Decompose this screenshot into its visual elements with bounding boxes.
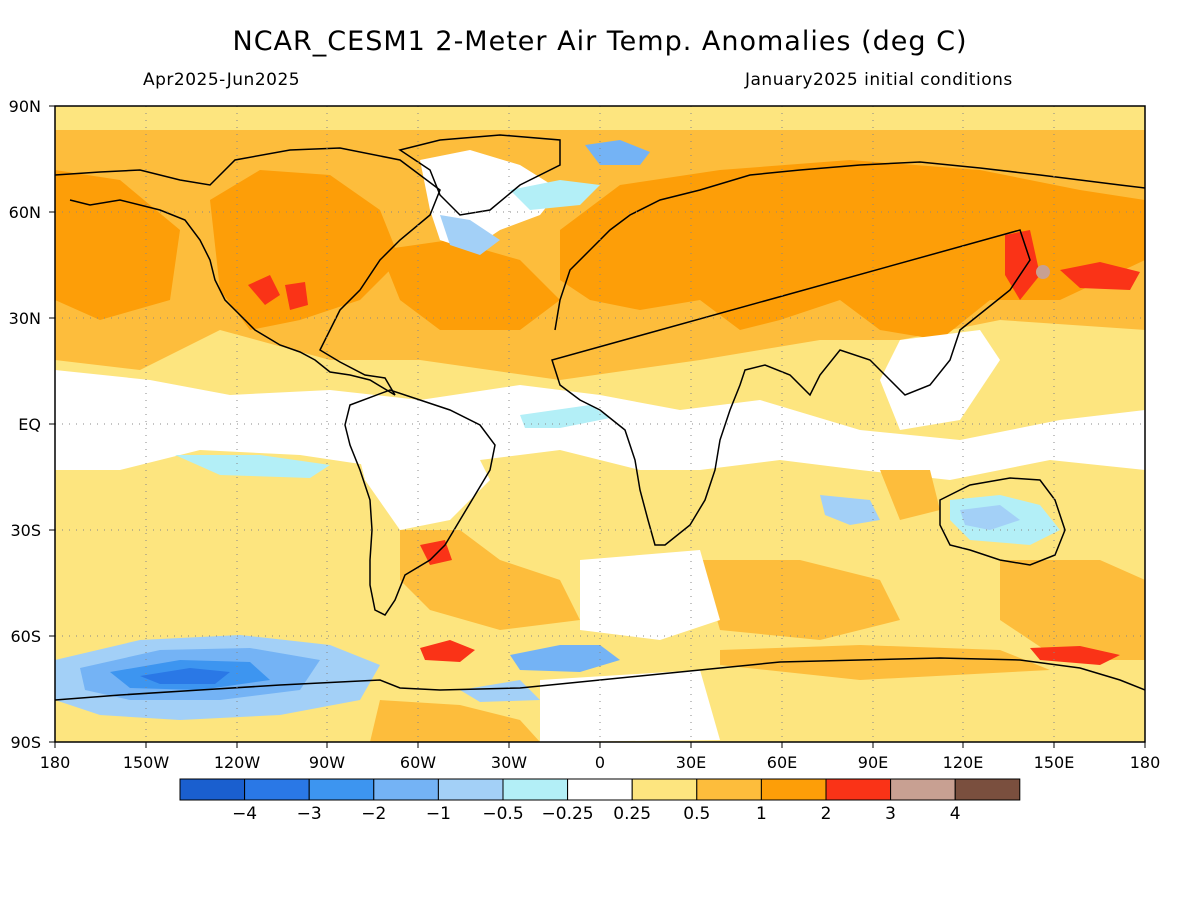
lon-label: 150W: [123, 753, 170, 772]
colorbar-swatch: [696, 778, 762, 801]
lon-label: 90E: [858, 753, 888, 772]
colorbar-swatch: [437, 778, 504, 801]
lat-label: 90N: [9, 97, 41, 116]
lon-label: 60E: [767, 753, 797, 772]
initial-conditions: January2025 initial conditions: [745, 70, 1013, 90]
colorbar-label: −1: [426, 804, 451, 824]
lon-label: 30E: [676, 753, 706, 772]
lon-label: 30W: [491, 753, 527, 772]
forecast-period: Apr2025-Jun2025: [143, 70, 301, 90]
colorbar-swatch: [631, 778, 698, 801]
colorbar-label: −2: [361, 804, 386, 824]
colorbar-swatch: [373, 778, 439, 801]
lat-label: 30S: [10, 521, 41, 540]
colorbar-label: −0.25: [542, 804, 594, 824]
longitude-axis: 180 150W 120W 90W 60W 30W 0 30E 60E 90E …: [40, 742, 1161, 772]
anomaly-field: [55, 106, 1145, 742]
australia-outline: [939, 477, 1066, 566]
greenland-outline: [398, 134, 561, 216]
colorbar-label: 0.5: [683, 804, 710, 824]
antarctica-outline: [55, 657, 1145, 701]
colorbar-swatch: [825, 778, 892, 801]
lon-label: 150E: [1034, 753, 1075, 772]
lon-label: 0: [595, 753, 605, 772]
colorbar-swatch: [179, 778, 246, 801]
south-america-outline: [344, 389, 496, 616]
colorbar-swatch: [954, 778, 1021, 801]
colorbar-label: −4: [232, 804, 257, 824]
lat-label: 30N: [9, 309, 41, 328]
coastlines: [55, 134, 1145, 701]
lat-label: EQ: [18, 415, 41, 434]
colorbar-label: 1: [756, 804, 767, 824]
map-title: NCAR_CESM1 2-Meter Air Temp. Anomalies (…: [232, 26, 968, 57]
colorbar-swatch: [760, 778, 827, 801]
lon-label: 120W: [214, 753, 261, 772]
colorbar-swatch: [567, 778, 633, 801]
colorbar-swatch: [308, 778, 375, 801]
graticule: [55, 106, 1145, 742]
colorbar-label: 3: [885, 804, 896, 824]
colorbar-label: 0.25: [613, 804, 651, 824]
colorbar-label: 2: [821, 804, 832, 824]
lon-label: 120E: [943, 753, 984, 772]
lon-label: 180: [1130, 753, 1161, 772]
colorbar-swatch: [502, 778, 569, 801]
colorbar-label: −0.5: [482, 804, 523, 824]
lat-label: 60N: [9, 203, 41, 222]
latitude-axis: 90N 60N 30N EQ 30S 60S 90S: [9, 97, 55, 752]
colorbar: −4 −3 −2 −1 −0.5 −0.25 0.25 0.5 1 2 3 4: [179, 778, 1021, 824]
colorbar-label: −3: [297, 804, 322, 824]
lat-label: 60S: [10, 627, 41, 646]
lon-label: 180: [40, 753, 71, 772]
africa-eurasia-outline: [551, 161, 1145, 546]
colorbar-swatch: [890, 778, 956, 801]
lon-label: 90W: [309, 753, 345, 772]
lat-label: 90S: [10, 733, 41, 752]
lon-label: 60W: [400, 753, 436, 772]
colorbar-label: 4: [950, 804, 961, 824]
north-america-outline: [55, 147, 441, 396]
colorbar-swatch: [244, 778, 310, 801]
